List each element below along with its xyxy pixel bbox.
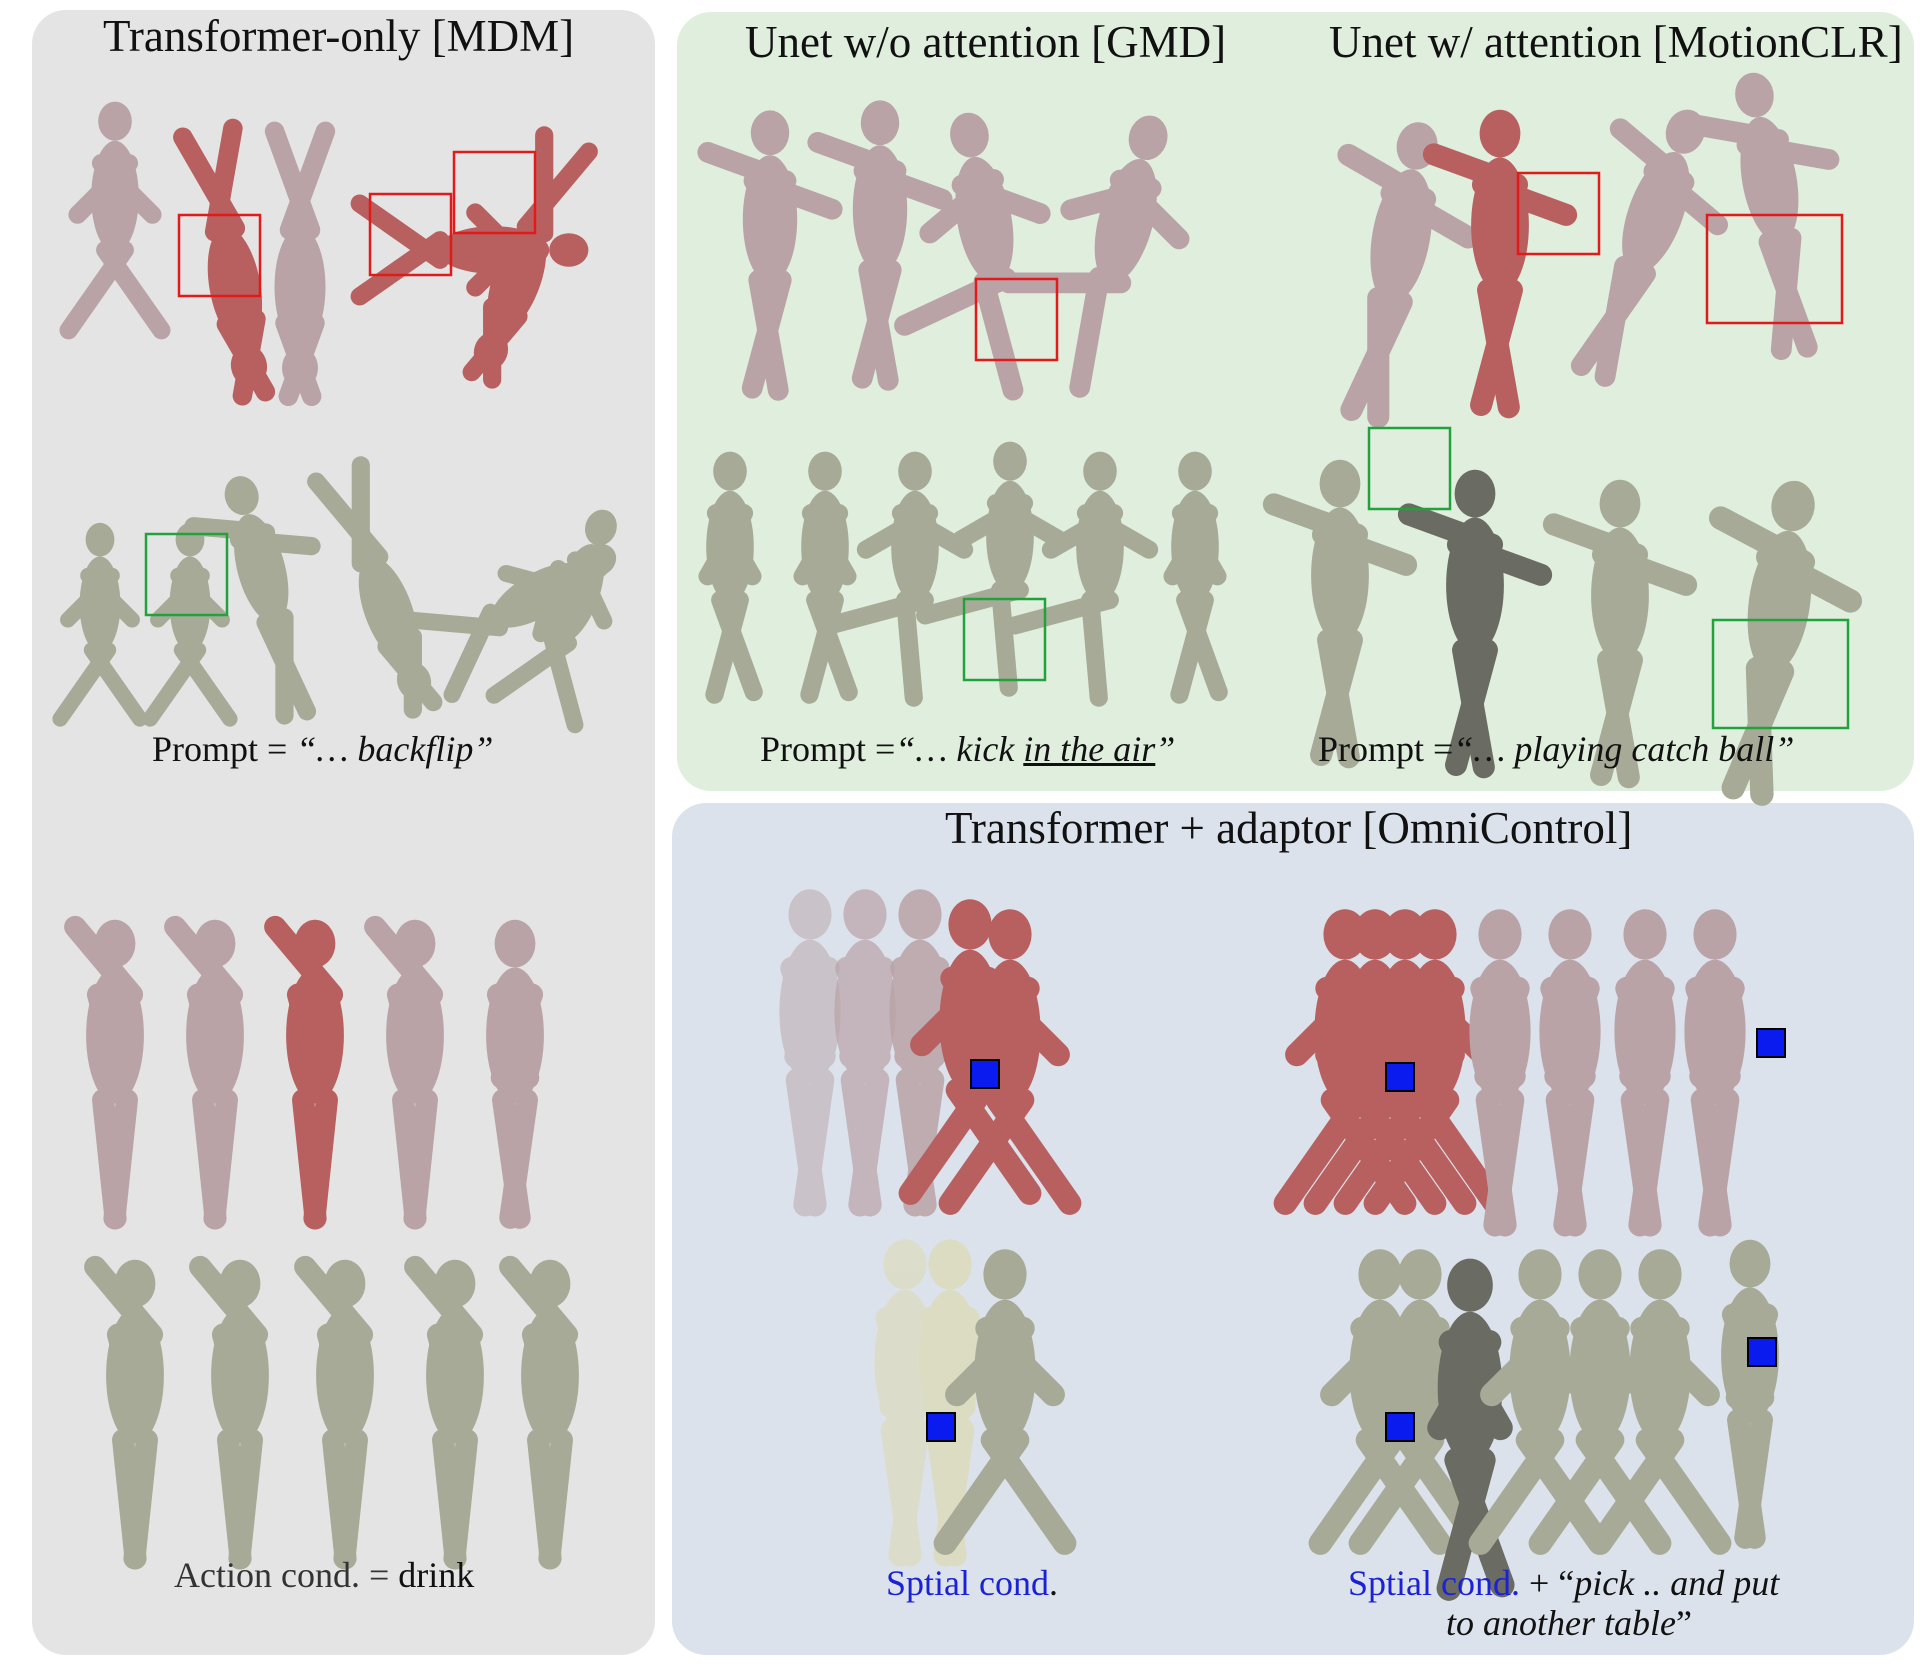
omnicontrol-title: Transformer + adaptor [OmniControl] <box>945 803 1633 853</box>
prompt-underlined-text: in the air <box>1023 729 1156 769</box>
green-highlight-box <box>962 597 1047 682</box>
human-figure <box>64 915 144 1230</box>
blue-control-marker <box>970 1059 1000 1089</box>
spatial-cond-label: Sptial cond <box>886 1563 1049 1603</box>
omni-left-caption: Sptial cond. <box>886 1562 1058 1605</box>
action-label: Action cond. = <box>174 1555 399 1595</box>
prompt-text: playing catch ball <box>1514 729 1775 769</box>
human-figure <box>1422 109 1578 419</box>
human-figure <box>294 1255 374 1570</box>
human-figure <box>52 522 148 727</box>
red-highlight-box <box>1705 213 1844 325</box>
mdm-title: Transformer-only [MDM] <box>103 11 575 61</box>
red-highlight-box <box>177 213 262 298</box>
human-figure <box>462 126 598 389</box>
human-figure <box>84 1255 164 1570</box>
human-figure <box>264 915 344 1230</box>
red-highlight-box <box>974 277 1059 362</box>
motionclr-prompt-caption: Prompt =“… playing catch ball” <box>1318 728 1794 771</box>
human-figure <box>933 1249 1077 1555</box>
human-figure <box>184 476 321 725</box>
mdm-prompt-caption: Prompt = “… backflip” <box>152 728 493 771</box>
blue-control-marker <box>1756 1028 1786 1058</box>
red-highlight-box <box>452 150 537 235</box>
human-figure <box>173 118 276 406</box>
omni-right-caption: Sptial cond. + “pick .. and put <box>1348 1562 1779 1605</box>
human-figure <box>1163 451 1228 704</box>
prompt-prefix: Prompt = <box>152 729 297 769</box>
human-figure <box>1542 479 1698 789</box>
human-figure <box>1262 459 1418 769</box>
caption-plus-quote: + “ <box>1519 1563 1575 1603</box>
human-figure <box>998 115 1190 398</box>
human-figure <box>1588 1249 1732 1555</box>
caption-italic-line1: pick .. and put <box>1574 1563 1780 1603</box>
prompt-open-quote: “… <box>1453 729 1515 769</box>
green-highlight-box <box>1367 426 1452 511</box>
human-figure <box>1684 909 1746 1237</box>
blue-control-marker <box>1385 1412 1415 1442</box>
human-figure <box>1539 909 1601 1237</box>
human-figure <box>1427 1258 1515 1601</box>
human-figure <box>264 121 336 407</box>
red-highlight-box <box>1516 171 1601 256</box>
human-figure <box>779 889 841 1217</box>
blue-control-marker <box>926 1412 956 1442</box>
blue-control-marker <box>1385 1062 1415 1092</box>
gmd-title: Unet w/o attention [GMD] <box>745 17 1227 67</box>
human-figure <box>142 522 238 727</box>
human-figure <box>807 100 953 391</box>
mdm-action-caption: Action cond. = drink <box>174 1554 474 1597</box>
human-figure <box>834 889 896 1217</box>
omni-right-caption-line2: to another table” <box>1446 1602 1692 1645</box>
human-figure <box>1469 909 1531 1237</box>
prompt-close-quote: ” <box>1155 729 1176 769</box>
human-figure <box>894 112 1051 401</box>
human-figure <box>1721 1239 1779 1549</box>
motionclr-title: Unet w/ attention [MotionCLR] <box>1329 17 1903 67</box>
human-figure <box>486 919 544 1229</box>
caption-period: . <box>1048 1563 1058 1603</box>
human-figure <box>164 915 244 1230</box>
prompt-close-quote: ” <box>473 729 494 769</box>
human-figure <box>1614 909 1676 1237</box>
human-figure <box>1006 451 1159 707</box>
caption-close-quote: ” <box>1675 1603 1692 1643</box>
human-figure <box>350 194 589 306</box>
human-figure <box>307 456 443 719</box>
human-figure <box>874 1239 936 1567</box>
human-figure <box>1686 72 1840 361</box>
green-highlight-box <box>144 532 229 617</box>
human-figure <box>1709 480 1863 806</box>
prompt-close-quote: ” <box>1774 729 1795 769</box>
prompt-prefix: Prompt = <box>1318 729 1454 769</box>
prompt-text: backflip <box>357 729 474 769</box>
red-highlight-box <box>368 192 453 277</box>
human-figure <box>404 1255 484 1570</box>
human-figure <box>485 509 617 734</box>
human-figure <box>189 1255 269 1570</box>
human-figure <box>1468 1249 1612 1555</box>
prompt-open-quote: “… <box>296 729 358 769</box>
prompt-open-quote: “… <box>895 729 957 769</box>
spatial-cond-label: Sptial cond. <box>1348 1563 1520 1603</box>
human-figure <box>938 909 1082 1215</box>
green-highlight-box <box>1711 618 1850 730</box>
human-figure <box>499 1255 579 1570</box>
prompt-prefix: Prompt = <box>760 729 896 769</box>
human-figure <box>916 441 1069 697</box>
human-figure <box>364 915 444 1230</box>
caption-italic-line2: to another table <box>1446 1603 1676 1643</box>
human-figure <box>697 110 843 401</box>
human-figure <box>793 451 858 704</box>
blue-control-marker <box>1747 1337 1777 1367</box>
prompt-text: kick <box>956 729 1024 769</box>
human-figure <box>59 101 171 340</box>
human-figure <box>698 451 763 704</box>
action-value: drink <box>398 1555 475 1595</box>
human-figure <box>1570 109 1729 387</box>
gmd-prompt-caption: Prompt =“… kick in the air” <box>760 728 1175 771</box>
human-figure <box>1397 469 1553 779</box>
